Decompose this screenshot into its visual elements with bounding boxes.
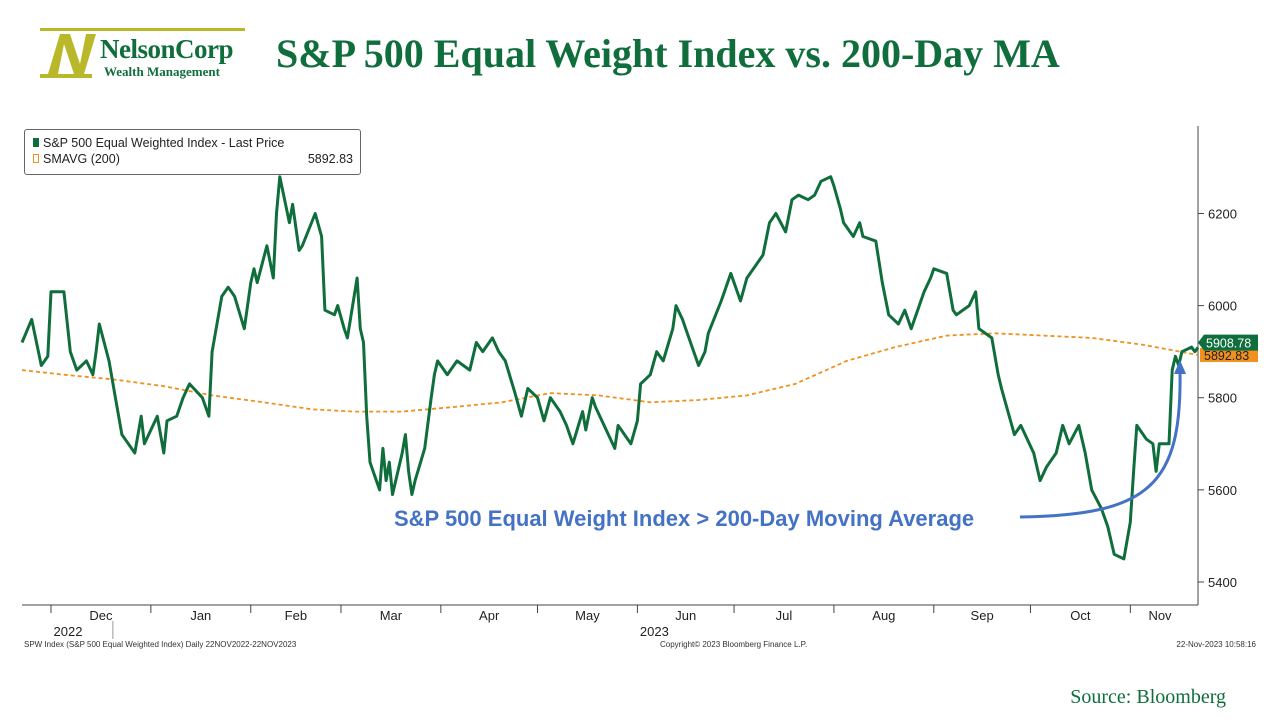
legend-value-ma: 5892.83 [307,152,353,166]
legend-swatch-price [33,138,39,147]
legend-item-ma: SMAVG (200) 5892.83 [33,152,353,168]
line-chart: 5400 5600 5800 6000 6200 Dec Jan Feb Mar Apr May Ju… [20,126,1258,639]
x-tick-label: Dec [89,608,113,623]
x-tick-label: Jun [675,608,696,623]
ma-last-value: 5892.83 [1204,349,1249,363]
ma-last-value-box [1200,347,1258,362]
year-label: 2022 [54,624,83,639]
y-tick-label: 6000 [1208,299,1237,314]
source-note: Source: Bloomberg [1070,686,1226,708]
logo-name: NelsonCorp [100,34,234,64]
y-tick-label: 5400 [1208,575,1237,590]
x-tick-label: Feb [285,608,307,623]
x-tick-label: Sep [971,608,994,623]
annotation-arrow-head [1174,360,1186,374]
price-line-path [20,175,1200,561]
chart-legend: S&P 500 Equal Weighted Index - Last Pric… [24,129,361,175]
footer-right: 22-Nov-2023 10:58:16 [1176,640,1256,649]
ma-series [21,332,1199,413]
x-tick-label: Mar [380,608,403,623]
page-title: S&P 500 Equal Weight Index vs. 200-Day M… [276,31,1060,76]
footer-left: SPW Index (S&P 500 Equal Weighted Index)… [24,640,297,649]
company-logo: NelsonCorp Wealth Management [40,28,250,80]
footer-center: Copyright© 2023 Bloomberg Finance L.P. [660,640,808,649]
price-last-value: 5908.78 [1206,337,1251,351]
chart-axes: 5400 5600 5800 6000 6200 Dec Jan Feb Mar Apr May Ju… [22,126,1237,639]
annotation-arrow [1019,369,1182,519]
x-tick-label: Apr [479,608,500,623]
x-tick-label: Aug [872,608,895,623]
price-series [20,175,1200,561]
x-tick-label: Jul [776,608,793,623]
y-tick-label: 6200 [1208,207,1237,222]
legend-swatch-ma [33,154,39,163]
y-tick-label: 5800 [1208,391,1237,406]
legend-item-price: S&P 500 Equal Weighted Index - Last Pric… [33,136,284,152]
x-tick-label: Oct [1070,608,1091,623]
annotation-text: S&P 500 Equal Weight Index > 200-Day Mov… [394,506,974,531]
ma-line-path [21,332,1199,413]
logo-subtitle: Wealth Management [104,64,220,79]
legend-label-ma: SMAVG (200) [43,152,120,166]
logo-mark [40,28,245,78]
x-tick-label: Jan [190,608,211,623]
y-tick-label: 5600 [1208,483,1237,498]
legend-label-price: S&P 500 Equal Weighted Index - Last Pric… [43,136,285,150]
year-label: 2023 [640,624,669,639]
price-last-value-box [1198,334,1258,351]
x-tick-label: May [575,608,600,623]
x-tick-label: Nov [1148,608,1172,623]
